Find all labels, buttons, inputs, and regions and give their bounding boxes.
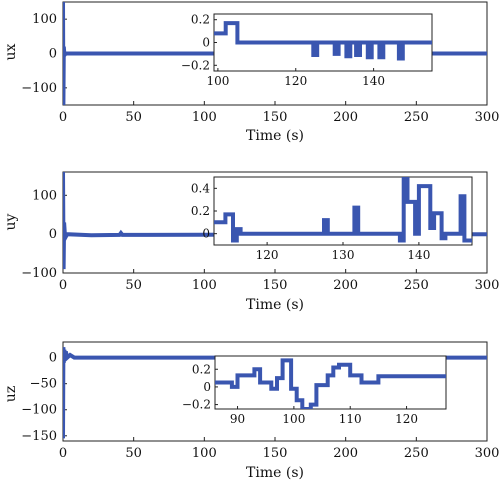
inset-x-tick-label: 90	[230, 412, 245, 426]
x-tick-label: 50	[125, 278, 142, 293]
inset-series-line-uy	[214, 177, 472, 243]
inset-series-line-uz	[215, 358, 446, 409]
y-tick-label: 0	[49, 227, 57, 242]
y-tick-label: −150	[21, 429, 57, 444]
inset-y-tick-label: 0	[203, 380, 211, 394]
inset-x-tick-label: 140	[362, 74, 385, 88]
inset-y-tick-label: −0.2	[182, 398, 211, 412]
x-tick-label: 0	[59, 110, 67, 125]
inset-x-tick-label: 120	[284, 74, 307, 88]
inset-x-tick-label: 110	[339, 412, 362, 426]
inset-x-tick-label: 100	[206, 74, 229, 88]
x-axis-label: Time (s)	[246, 297, 304, 313]
inset-x-tick-label: 120	[256, 248, 279, 262]
inset-y-tick-label: 0	[202, 227, 210, 241]
inset-y-tick-label: 0.2	[191, 13, 210, 27]
inset-frame	[214, 355, 447, 410]
y-tick-label: 100	[32, 12, 57, 27]
x-tick-label: 300	[475, 278, 500, 293]
x-tick-label: 250	[404, 278, 429, 293]
inset-y-tick-label: 0.4	[191, 181, 210, 195]
x-tick-label: 300	[475, 446, 500, 461]
x-tick-label: 0	[59, 278, 67, 293]
x-tick-label: 300	[475, 110, 500, 125]
panel-uz: 0 50 100 150 200 250 300 −150 −100 −50 0 Time (s) uz…	[3, 341, 500, 481]
y-tick-label: 0	[49, 47, 57, 62]
inset-x-tick-label: 130	[332, 248, 355, 262]
x-tick-label: 250	[404, 110, 429, 125]
x-axis-label: Time (s)	[246, 128, 304, 144]
x-tick-label: 150	[263, 110, 288, 125]
inset-y-tick-label: 0	[202, 36, 210, 50]
x-tick-label: 100	[192, 446, 217, 461]
inset-x-tick-label: 120	[395, 412, 418, 426]
inset-x-tick-label: 100	[282, 412, 305, 426]
x-tick-label: 250	[404, 446, 429, 461]
x-tick-label: 200	[333, 110, 358, 125]
y-axis-label: uz	[3, 386, 19, 402]
inset-uz: 90 100 110 120 −0.2 0 0.2	[182, 355, 447, 426]
y-tick-label: −100	[21, 81, 57, 96]
x-tick-label: 150	[263, 446, 288, 461]
x-tick-label: 50	[125, 110, 142, 125]
inset-ux: 100 120 140 −0.2 0 0.2	[181, 13, 433, 88]
y-tick-label: −100	[21, 266, 57, 281]
x-tick-label: 100	[192, 278, 217, 293]
y-tick-label: 100	[32, 188, 57, 203]
inset-series-line-ux	[214, 21, 432, 61]
series-line-uy	[63, 172, 487, 270]
inset-y-tick-label: −0.2	[181, 58, 210, 72]
x-tick-label: 150	[263, 278, 288, 293]
x-tick-label: 200	[333, 278, 358, 293]
series-line-uz	[63, 347, 487, 439]
x-tick-label: 200	[333, 446, 358, 461]
x-tick-label: 50	[125, 446, 142, 461]
x-tick-label: 100	[192, 110, 217, 125]
series-line-ux	[63, 2, 487, 105]
inset-x-tick-label: 140	[407, 248, 430, 262]
inset-y-tick-label: 0.2	[192, 362, 211, 376]
y-tick-label: 0	[49, 351, 57, 366]
y-tick-label: −50	[30, 377, 57, 392]
y-axis-label: ux	[3, 43, 19, 60]
y-tick-label: −100	[21, 403, 57, 418]
y-axis-label: uy	[3, 213, 19, 230]
inset-y-tick-label: 0.2	[191, 204, 210, 218]
x-axis-label: Time (s)	[246, 465, 304, 481]
x-tick-label: 0	[59, 446, 67, 461]
inset-uy: 120 130 140 0 0.2 0.4	[191, 176, 473, 262]
